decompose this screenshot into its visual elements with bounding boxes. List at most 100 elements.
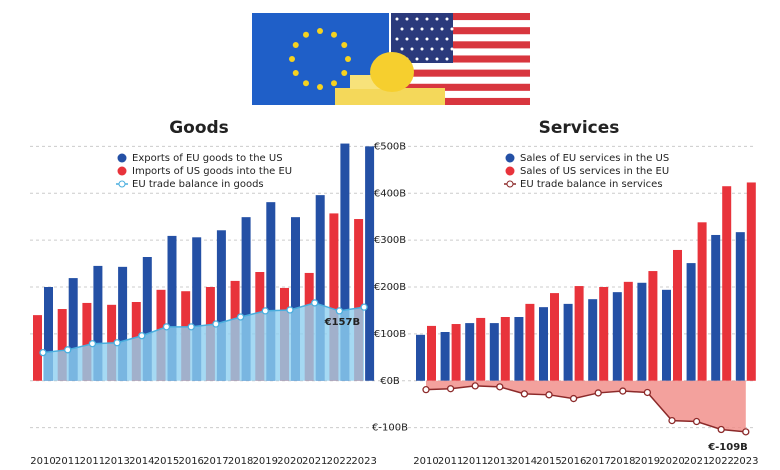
bar <box>216 230 226 381</box>
x-tick-label: 2019 <box>635 456 660 467</box>
bar <box>574 286 584 381</box>
balance-point <box>594 389 602 397</box>
bar <box>673 249 682 381</box>
us-star <box>405 37 409 41</box>
x-tick-label: 2014 <box>512 456 537 467</box>
bar <box>563 303 573 381</box>
balance-point <box>39 348 47 357</box>
bar <box>82 302 92 381</box>
x-tick-label: 2022 <box>708 456 733 467</box>
balance-point <box>471 382 479 390</box>
bar <box>612 292 622 381</box>
us-star <box>425 57 429 61</box>
balance-point <box>335 307 344 315</box>
bar <box>192 237 202 381</box>
us-star <box>430 27 434 31</box>
x-tick-label: 2018 <box>610 456 635 467</box>
balance-point <box>236 313 245 321</box>
balance-point <box>742 428 750 436</box>
bar <box>57 309 67 381</box>
eu-star <box>292 70 299 76</box>
eu-star <box>289 56 295 62</box>
x-tick-label: 2016 <box>178 456 203 467</box>
legend-label: EU trade balance in services <box>520 179 663 190</box>
bar <box>711 234 721 381</box>
balance-area <box>43 302 365 381</box>
x-tick-label: 2022 <box>327 456 352 467</box>
bar <box>746 182 756 381</box>
us-star <box>410 27 414 31</box>
balance-line <box>42 302 365 354</box>
x-tick-label: 2015 <box>536 456 561 467</box>
flag-stripe <box>391 83 530 91</box>
bar <box>465 323 475 381</box>
flag-stripe <box>391 27 530 35</box>
x-tick-label: 2011 <box>462 456 487 467</box>
x-tick-label: 2016 <box>561 456 586 467</box>
us-star <box>420 27 424 31</box>
bar <box>550 293 559 381</box>
eu-star <box>341 70 348 76</box>
bar <box>476 317 486 381</box>
bar <box>241 217 251 381</box>
bar <box>599 287 609 381</box>
x-tick-label: 2015 <box>154 456 179 467</box>
data-label: €-109B <box>707 442 748 453</box>
bar <box>623 281 633 381</box>
legend-marker <box>505 166 515 176</box>
y-tick-label: €-100B <box>372 423 408 434</box>
bar <box>315 195 325 381</box>
us-star <box>395 17 399 21</box>
us-star <box>450 27 454 31</box>
eu-star <box>317 84 323 90</box>
bar <box>514 317 524 381</box>
bar <box>722 186 732 381</box>
us-star <box>415 17 419 21</box>
bar <box>44 287 53 381</box>
x-tick-label: 2014 <box>129 456 154 467</box>
us-star <box>415 37 419 41</box>
balance-point <box>496 383 504 391</box>
us-star <box>440 27 444 31</box>
us-star <box>405 17 409 21</box>
us-star <box>445 37 449 41</box>
eu-star <box>292 42 299 48</box>
bar <box>451 324 461 381</box>
eu-star <box>331 80 337 87</box>
balance-point <box>311 299 319 307</box>
us-star <box>400 47 404 51</box>
balance-point <box>187 323 195 331</box>
bar <box>291 217 300 381</box>
bar <box>365 146 375 381</box>
balance-point <box>619 387 627 395</box>
legend-marker <box>117 166 127 176</box>
us-star <box>445 17 449 21</box>
bar <box>142 257 152 381</box>
balance-point <box>88 340 97 348</box>
bar <box>93 265 103 381</box>
balance-point <box>64 346 72 354</box>
y-tick-label: €0B <box>380 376 400 387</box>
bar <box>416 334 425 381</box>
x-tick-label: 2013 <box>104 456 129 467</box>
panel-title: Services <box>539 118 620 138</box>
x-tick-label: 2013 <box>487 456 512 467</box>
legend-label: Exports of EU goods to the US <box>132 153 283 164</box>
flag-stripe <box>391 41 530 49</box>
us-star <box>425 37 429 41</box>
us-star <box>435 17 439 21</box>
flag-stripe <box>391 97 530 105</box>
x-tick-label: 2011 <box>80 456 105 467</box>
x-tick-label: 2011 <box>55 456 80 467</box>
balance-point <box>286 306 294 314</box>
bar <box>440 332 450 381</box>
us-star <box>410 47 414 51</box>
x-tick-label: 2023 <box>351 456 376 467</box>
x-tick-label: 2018 <box>228 456 253 467</box>
balance-line <box>425 385 746 433</box>
bar <box>489 323 499 381</box>
flag-banner <box>252 13 530 105</box>
bar <box>354 219 364 381</box>
bar <box>648 271 658 381</box>
